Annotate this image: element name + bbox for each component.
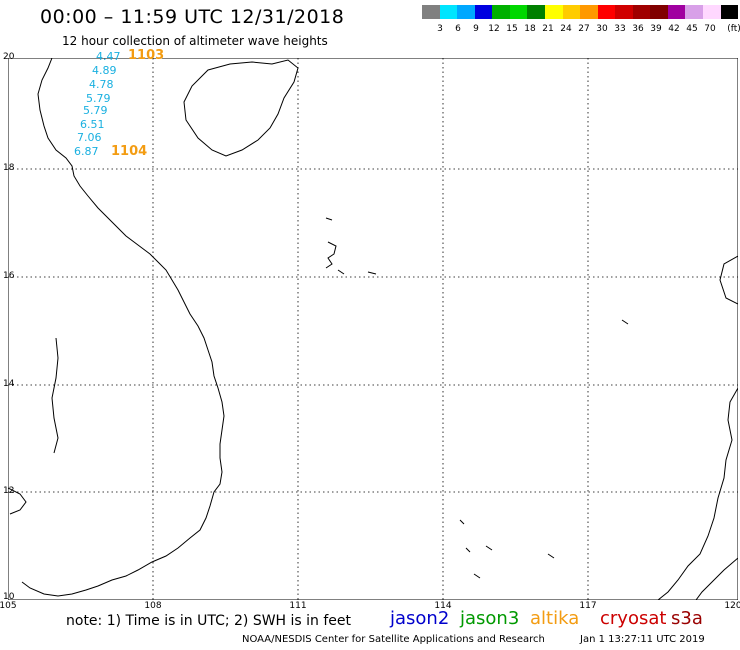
- color-legend-labels: 3 6 9 12 15 18 21 24 27 30 33 36 39 42 45 70 (ft): [422, 24, 740, 36]
- wave-height-label: 4.89: [92, 64, 117, 77]
- coastline-hainan: [183, 59, 299, 157]
- color-legend-label: 33: [614, 24, 626, 34]
- color-legend-swatch: [685, 5, 703, 19]
- x-tick-label: 114: [434, 601, 452, 611]
- wave-height-label: 6.51: [80, 118, 105, 131]
- satellite-label-jason2: jason2: [390, 608, 450, 629]
- x-tick-label: 120: [724, 601, 740, 611]
- coastline-palawan: [695, 557, 738, 600]
- color-legend-label: 39: [650, 24, 662, 34]
- credit-line: NOAA/NESDIS Center for Satellite Applica…: [242, 634, 545, 645]
- color-legend-swatch: [562, 5, 581, 19]
- coastline-west-edge-2: [8, 487, 27, 515]
- color-legend-swatch: [422, 5, 440, 19]
- y-tick-label: 14: [3, 379, 15, 389]
- wave-height-label: 4.47: [96, 50, 121, 63]
- x-tick-label: 117: [579, 601, 597, 611]
- color-legend-swatch: [632, 5, 651, 19]
- wave-height-label: 5.79: [83, 104, 108, 117]
- color-legend-swatch: [492, 5, 510, 19]
- y-tick-label: 18: [3, 163, 15, 173]
- color-legend-swatch: [457, 5, 475, 19]
- color-legend-label: 21: [542, 24, 554, 34]
- color-legend-swatch: [703, 5, 721, 19]
- footnote: note: 1) Time is in UTC; 2) SWH is in fe…: [66, 613, 352, 629]
- y-tick-label: 10: [3, 592, 15, 602]
- subtitle: 12 hour collection of altimeter wave hei…: [62, 34, 328, 48]
- color-legend-label: 36: [632, 24, 644, 34]
- color-legend-swatch: [667, 5, 686, 19]
- y-tick-label: 20: [3, 52, 15, 62]
- x-tick-label: 108: [144, 601, 162, 611]
- color-legend-label: (ft): [727, 24, 740, 34]
- coastlines: [8, 58, 738, 600]
- coastline-luzon-1: [719, 255, 738, 305]
- color-legend-label: 45: [686, 24, 698, 34]
- color-legend-label: 9: [473, 24, 479, 34]
- pass-label: 1104: [111, 144, 148, 159]
- color-legend-label: 27: [578, 24, 590, 34]
- spratly-islands: [459, 319, 629, 579]
- satellite-label-cryosat: cryosat: [600, 608, 667, 629]
- wave-height-label: 7.06: [77, 131, 102, 144]
- color-legend-label: 70: [704, 24, 716, 34]
- color-legend-swatch: [509, 5, 528, 19]
- color-legend-label: 6: [455, 24, 461, 34]
- color-legend-label: 30: [596, 24, 608, 34]
- satellite-label-altika: altika: [530, 608, 580, 629]
- color-legend-label: 24: [560, 24, 572, 34]
- color-legend-swatch: [597, 5, 616, 19]
- pass-label: 1103: [128, 48, 165, 63]
- wave-height-label: 6.87: [74, 145, 99, 158]
- color-legend-label: 12: [488, 24, 500, 34]
- color-legend-swatch: [544, 5, 563, 19]
- paracel-islands: [325, 217, 377, 275]
- graticule: [8, 58, 738, 600]
- color-legend-label: 18: [524, 24, 536, 34]
- y-tick-label: 16: [3, 271, 15, 281]
- x-tick-label: 105: [0, 601, 17, 611]
- color-legend-swatch: [439, 5, 458, 19]
- wave-height-label: 4.78: [89, 78, 114, 91]
- color-legend-swatch: [720, 5, 739, 19]
- x-tick-label: 111: [289, 601, 307, 611]
- color-legend-swatch: [650, 5, 668, 19]
- color-legend: 3 6 9 12 15 18 21 24 27 30 33 36 39 42 45 70 (ft): [422, 5, 740, 36]
- map-frame: [8, 58, 738, 600]
- generated-timestamp: Jan 1 13:27:11 UTC 2019: [580, 634, 705, 645]
- y-tick-label: 12: [3, 486, 15, 496]
- page-title: 00:00 – 11:59 UTC 12/31/2018: [40, 6, 345, 28]
- color-legend-label: 15: [506, 24, 518, 34]
- color-legend-swatch: [615, 5, 633, 19]
- color-legend-label: 3: [437, 24, 443, 34]
- color-legend-label: 42: [668, 24, 680, 34]
- color-legend-swatch: [527, 5, 545, 19]
- coastline-vietnam: [21, 58, 225, 597]
- satellite-label-s3a: s3a: [671, 608, 703, 629]
- coastline-west-edge-1: [51, 337, 59, 454]
- color-legend-swatch: [474, 5, 493, 19]
- color-legend-swatches: [422, 5, 739, 20]
- satellite-label-jason3: jason3: [460, 608, 520, 629]
- coastline-luzon-2: [657, 387, 738, 600]
- wave-height-label: 5.79: [86, 92, 111, 105]
- map-panel: [8, 58, 738, 600]
- color-legend-swatch: [580, 5, 598, 19]
